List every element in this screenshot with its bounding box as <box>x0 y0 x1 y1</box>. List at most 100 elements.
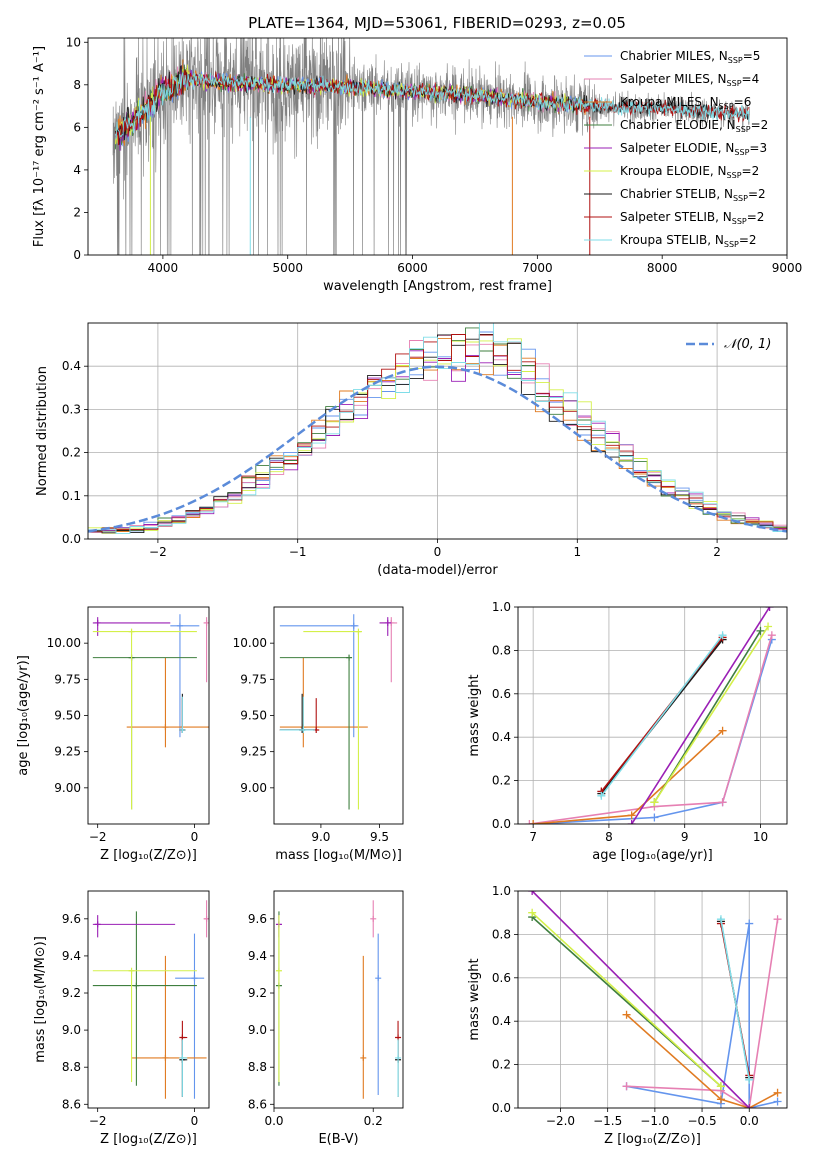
y-tick-label: 9.00 <box>54 781 81 795</box>
x-axis-label: wavelength [Angstrom, rest frame] <box>323 279 552 294</box>
point-chabrier-miles <box>175 933 205 1099</box>
y-axis-label: mass [log₁₀(M/M⊙)] <box>33 936 48 1063</box>
plot-area-age-vs-Z <box>92 614 209 810</box>
y-tick-label: 9.25 <box>240 745 267 759</box>
x-tick-label: 0 <box>191 1114 199 1128</box>
series-marker <box>716 1095 725 1104</box>
point-marker <box>162 1054 169 1061</box>
series-kroupa-stelib <box>597 631 727 800</box>
y-tick-label: 1.0 <box>492 600 511 614</box>
point-marker <box>179 1054 186 1061</box>
series-line <box>720 919 750 1080</box>
point-chabrier-miles <box>375 933 382 1096</box>
series-line <box>625 1014 778 1108</box>
y-tick-label: 0.2 <box>492 1058 511 1072</box>
point-marker <box>162 724 169 731</box>
y-tick-label: 9.6 <box>62 912 81 926</box>
point-marker <box>191 975 198 982</box>
series-marker <box>756 626 765 635</box>
x-tick-label: 7000 <box>522 261 553 275</box>
series-marker <box>716 915 725 924</box>
series-marker <box>622 1082 631 1091</box>
series-line <box>531 912 722 1087</box>
histogram-kroupa-stelib <box>88 323 787 534</box>
y-tick-label: 0.4 <box>492 730 511 744</box>
y-tick-label: 0.0 <box>62 532 81 546</box>
x-axis-label: Z [log₁₀(Z/Z⊙)] <box>100 848 197 863</box>
series-marker <box>773 1088 782 1097</box>
panel-mass-vs-ebv: 0.0 0.2 8.6 8.8 9.0 9.2 9.4 9.6 E(B-V) <box>248 890 404 1147</box>
series-marker <box>745 919 754 928</box>
y-axis-label: mass weight <box>467 958 482 1040</box>
x-tick-label: −2 <box>149 545 167 559</box>
point-marker <box>355 628 362 635</box>
series-marker <box>718 798 727 807</box>
x-tick-label: 6000 <box>397 261 428 275</box>
x-tick-label: 9.5 <box>370 830 389 844</box>
series-marker <box>767 631 776 640</box>
point-marker <box>370 915 377 922</box>
series-kroupa-elodie <box>650 622 773 807</box>
point-chabrier-elodie <box>92 911 197 1086</box>
series-marker <box>622 1010 631 1019</box>
legend-label-salpeter-miles: Salpeter MILES, NSSP=4 <box>620 72 759 88</box>
y-axis-label: Flux [fλ 10⁻¹⁷ erg cm⁻² s⁻¹ A⁻¹] <box>32 46 47 247</box>
point-chabrier-elodie <box>279 654 353 810</box>
series-marker <box>627 820 636 824</box>
series-marker <box>650 798 659 807</box>
x-tick-label: 8000 <box>647 261 678 275</box>
series-marker <box>650 813 659 822</box>
plots-container: 4000 5000 6000 7000 8000 90000246810wavelengt… <box>16 35 802 1147</box>
plot-area-weight-vs-age <box>525 607 776 824</box>
y-tick-label: 0.4 <box>492 1014 511 1028</box>
y-axis-label: age [log₁₀(age/yr)] <box>16 655 31 776</box>
y-tick-label: 9.0 <box>248 1023 267 1037</box>
panel-spectrum: 4000 5000 6000 7000 8000 9000 0 2 4 6 8 10 wavelengt… <box>32 35 802 294</box>
series-line <box>626 919 779 1108</box>
point-kroupa-elodie <box>275 915 282 1083</box>
y-axis-label: Normed distribution <box>35 366 50 496</box>
point-marker <box>128 628 135 635</box>
x-tick-label: 5000 <box>272 261 303 275</box>
plot-area-mass-vs-Z <box>92 900 209 1099</box>
point-chabrier-miles <box>279 614 359 738</box>
panel-age-vs-Z: −2 0 9.00 9.25 9.50 9.75 10.00 Z [log₁₀(Z/Z⊙)] a… <box>16 606 210 863</box>
x-axis-label: mass [log₁₀(M/M⊙)] <box>275 848 402 863</box>
point-kroupa-miles <box>131 955 207 1099</box>
axes-frame <box>273 890 404 1109</box>
plot-area-mass-vs-ebv <box>275 900 402 1099</box>
x-tick-label: 0.0 <box>740 1114 759 1128</box>
x-tick-label: −2 <box>89 1114 107 1128</box>
x-axis-label: E(B-V) <box>318 1132 358 1147</box>
point-salpeter-miles <box>370 900 377 938</box>
y-tick-label: 0.2 <box>62 446 81 460</box>
point-marker <box>346 654 353 661</box>
series-marker <box>525 820 534 824</box>
point-salpeter-elodie <box>379 617 392 636</box>
point-marker <box>350 622 357 629</box>
y-tick-label: 0.0 <box>492 1101 511 1115</box>
plot-area-spectrum <box>112 38 750 255</box>
y-tick-label: 9.2 <box>62 986 81 1000</box>
point-salpeter-elodie <box>92 915 176 938</box>
x-tick-label: 2 <box>713 545 721 559</box>
figure-title: PLATE=1364, MJD=53061, FIBERID=0293, z=0… <box>248 14 626 32</box>
x-tick-label: −2 <box>89 830 107 844</box>
point-kroupa-stelib <box>395 1039 402 1097</box>
y-tick-label: 10.00 <box>47 636 81 650</box>
y-tick-label: 0.3 <box>62 402 81 416</box>
axes-frame <box>87 890 210 1109</box>
normal-curve <box>88 365 787 533</box>
y-tick-label: 10 <box>66 35 81 49</box>
point-kroupa-elodie <box>92 628 197 810</box>
y-tick-label: 0.6 <box>492 687 511 701</box>
x-tick-label: −0.5 <box>687 1114 716 1128</box>
point-marker <box>275 967 282 974</box>
y-tick-label: 8.6 <box>62 1097 81 1111</box>
series-kroupa-stelib <box>716 915 754 1084</box>
x-tick-label: 9.0 <box>311 830 330 844</box>
series-salpeter-elodie <box>528 891 754 1108</box>
legend-label-chabrier-elodie: Chabrier ELODIE, NSSP=2 <box>620 118 768 134</box>
point-kroupa-miles <box>360 955 367 1099</box>
point-marker <box>128 967 135 974</box>
